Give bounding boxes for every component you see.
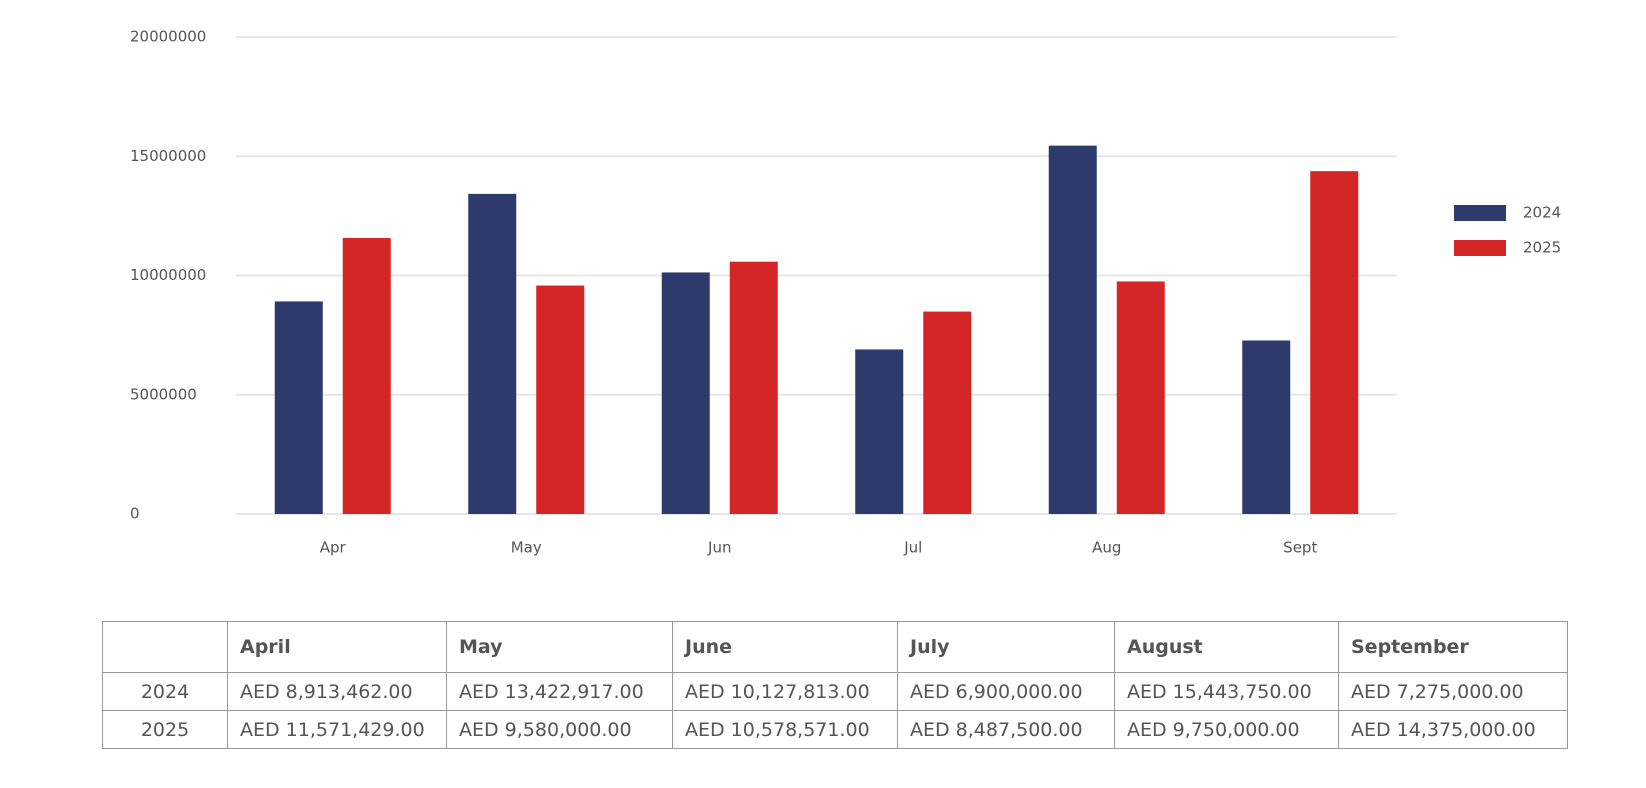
table-cell: AED 8,487,500.00 (897, 710, 1115, 749)
column-header: August (1114, 621, 1339, 673)
column-header: April (227, 621, 447, 673)
table-cell: AED 10,578,571.00 (672, 710, 898, 749)
header-row: April May June July August September (102, 621, 1568, 673)
legend-label: 2025 (1523, 239, 1561, 257)
x-tick-label: May (511, 539, 542, 557)
table-body: April May June July August September 2024 AED … (102, 621, 1568, 749)
y-tick-label: 5000000 (130, 385, 197, 403)
table-cell: AED 13,422,917.00 (446, 672, 673, 711)
x-tick-label: Jul (903, 539, 922, 557)
x-tick-label: Jun (707, 539, 731, 557)
table-cell: AED 10,127,813.00 (672, 672, 898, 711)
column-header: September (1338, 621, 1568, 673)
table-row: 2024 AED 8,913,462.00 AED 13,422,917.00 AED… (102, 672, 1568, 711)
table-cell: AED 11,571,429.00 (227, 710, 447, 749)
bar (661, 272, 710, 514)
legend-swatch (1454, 205, 1506, 221)
bar (468, 193, 517, 514)
table-cell: AED 9,580,000.00 (446, 710, 673, 749)
bar (1048, 145, 1097, 514)
table-row: 2025 AED 11,571,429.00 AED 9,580,000.00 AED… (102, 710, 1568, 749)
y-tick-label: 20000000 (130, 28, 206, 46)
column-header: July (897, 621, 1115, 673)
bar (342, 238, 391, 514)
data-table: April May June July August September 2024 AED … (102, 621, 1568, 749)
corner-cell (102, 621, 228, 673)
table-cell: AED 6,900,000.00 (897, 672, 1115, 711)
bar (855, 349, 904, 514)
bar (274, 301, 323, 514)
row-label: 2024 (102, 672, 228, 711)
y-tick-label: 0 (130, 505, 140, 523)
bar (536, 285, 585, 514)
column-header: June (672, 621, 898, 673)
y-tick-label: 10000000 (130, 266, 206, 284)
bar (729, 261, 778, 514)
table-cell: AED 7,275,000.00 (1338, 672, 1568, 711)
x-tick-label: Sept (1283, 539, 1317, 557)
table-cell: AED 9,750,000.00 (1114, 710, 1339, 749)
bar (1310, 171, 1359, 514)
x-tick-label: Apr (320, 539, 347, 557)
legend-swatch (1454, 240, 1506, 256)
legend-label: 2024 (1523, 204, 1561, 222)
row-label: 2025 (102, 710, 228, 749)
bar (1242, 340, 1291, 514)
table-cell: AED 14,375,000.00 (1338, 710, 1568, 749)
y-tick-label: 15000000 (130, 147, 206, 165)
bar (923, 311, 972, 514)
chart: 0 5000000 10000000 15000000 20000000 Apr May Ju… (130, 28, 1561, 557)
x-tick-label: Aug (1092, 539, 1121, 557)
table-cell: AED 15,443,750.00 (1114, 672, 1339, 711)
table-cell: AED 8,913,462.00 (227, 672, 447, 711)
bar (1116, 281, 1165, 514)
column-header: May (446, 621, 673, 673)
